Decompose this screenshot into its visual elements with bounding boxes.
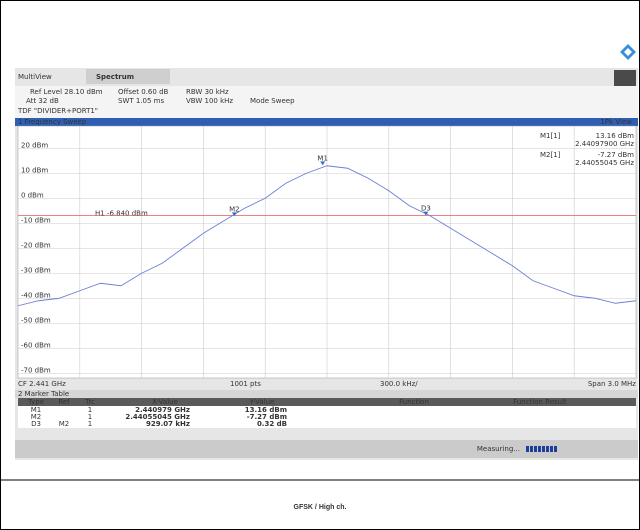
table-cell: M2 bbox=[31, 413, 42, 421]
readout-value: -7.27 dBm bbox=[598, 151, 635, 159]
table-header bbox=[18, 398, 636, 406]
marker-label: D3 bbox=[421, 205, 431, 213]
table-title-bar bbox=[15, 390, 638, 398]
logo bbox=[620, 44, 636, 60]
table-cell: 0.32 dB bbox=[257, 420, 287, 428]
readout-name: M1[1] bbox=[540, 132, 561, 140]
status-bar bbox=[15, 440, 638, 458]
y-tick-label: 10 dBm bbox=[21, 166, 48, 174]
view-label: 1Pk View bbox=[600, 118, 632, 126]
readout-name: M2[1] bbox=[540, 151, 561, 159]
footer-label: 300.0 kHz/ bbox=[380, 380, 418, 388]
y-tick-label: -10 dBm bbox=[21, 216, 51, 224]
column-header: Trc bbox=[84, 398, 95, 406]
readout-freq: 2.44097900 GHz bbox=[575, 140, 634, 148]
footer-label: 1001 pts bbox=[230, 380, 261, 388]
y-tick-label: -20 dBm bbox=[21, 241, 51, 249]
column-header: X-Value bbox=[152, 398, 178, 406]
setting: RBW 30 kHz bbox=[186, 88, 229, 96]
marker bbox=[423, 211, 429, 216]
column-header: Y-Value bbox=[249, 398, 275, 406]
table-cell: 13.16 dBm bbox=[245, 406, 287, 414]
y-tick-label: 0 dBm bbox=[21, 191, 44, 199]
marker bbox=[320, 161, 326, 166]
table-title: 2 Marker Table bbox=[18, 390, 69, 398]
table-cell: -7.27 dBm bbox=[247, 413, 287, 421]
progress-block bbox=[554, 446, 557, 452]
setting: VBW 100 kHz bbox=[186, 97, 233, 105]
readout-freq: 2.44055045 GHz bbox=[575, 159, 634, 167]
tab[interactable] bbox=[86, 69, 170, 84]
setting: Mode Sweep bbox=[250, 97, 295, 105]
caption: GFSK / High ch. bbox=[294, 504, 347, 511]
progress-block bbox=[542, 446, 545, 452]
table-cell: 1 bbox=[88, 420, 92, 428]
status-text: Measuring... bbox=[477, 445, 520, 453]
table-cell: 1 bbox=[88, 406, 92, 414]
settings-panel bbox=[15, 86, 638, 118]
progress-block bbox=[534, 446, 537, 452]
table-cell: 929.07 kHz bbox=[146, 420, 190, 428]
table-cell: 2.440979 GHz bbox=[135, 406, 190, 414]
setting: Offset 0.60 dB bbox=[118, 88, 169, 96]
marker-label: M1 bbox=[317, 154, 328, 162]
tab-label: MultiView bbox=[18, 73, 52, 81]
marker-label: M2 bbox=[229, 205, 240, 213]
tab-label: Spectrum bbox=[96, 73, 134, 81]
trace bbox=[17, 165, 637, 307]
table-cell: 1 bbox=[88, 413, 92, 421]
column-header: Type bbox=[27, 398, 44, 406]
progress-block bbox=[550, 446, 553, 452]
y-tick-label: 20 dBm bbox=[21, 141, 48, 149]
table-cell: M2 bbox=[59, 420, 70, 428]
marker bbox=[231, 212, 237, 217]
progress-block bbox=[530, 446, 533, 452]
y-tick-label: -60 dBm bbox=[21, 341, 51, 349]
table-cell: D3 bbox=[31, 420, 41, 428]
y-tick-label: -70 dBm bbox=[21, 366, 51, 374]
footer-label: CF 2.441 GHz bbox=[18, 380, 66, 388]
column-header: Ref bbox=[58, 398, 70, 406]
setting: Att 32 dB bbox=[26, 97, 59, 105]
y-tick-label: -50 dBm bbox=[21, 316, 51, 324]
footer-label: Span 3.0 MHz bbox=[588, 380, 636, 388]
setting: TDF "DIVIDER+PORT1" bbox=[17, 107, 98, 115]
progress-block bbox=[526, 446, 529, 452]
table-cell: 2.44055045 GHz bbox=[125, 413, 190, 421]
setting: Ref Level 28.10 dBm bbox=[30, 88, 103, 96]
y-tick-label: -30 dBm bbox=[21, 266, 51, 274]
marker-readout bbox=[535, 128, 635, 176]
column-header: Function bbox=[399, 398, 429, 406]
window-bar bbox=[15, 118, 638, 126]
table-cell: M1 bbox=[31, 406, 42, 414]
readout-value: 13.16 dBm bbox=[596, 132, 635, 140]
progress-block bbox=[538, 446, 541, 452]
limit-label: H1 -6.840 dBm bbox=[95, 209, 148, 217]
progress-block bbox=[546, 446, 549, 452]
menu-button[interactable] bbox=[614, 70, 636, 90]
column-header: Function Result bbox=[513, 398, 567, 406]
window-title: 1 Frequency Sweep bbox=[18, 118, 87, 126]
y-tick-label: -40 dBm bbox=[21, 291, 51, 299]
setting: SWT 1.05 ms bbox=[118, 97, 164, 105]
table-body bbox=[18, 406, 636, 428]
